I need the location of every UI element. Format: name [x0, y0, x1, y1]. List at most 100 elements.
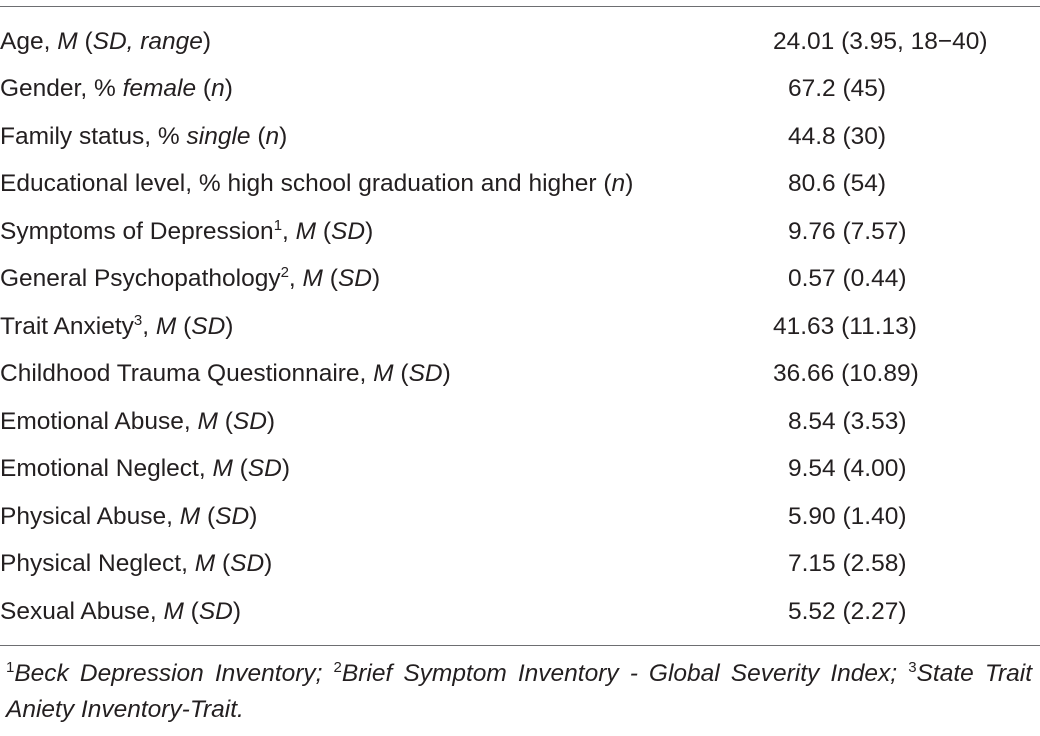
label-segment: )	[225, 312, 234, 340]
footnote: 2Brief Symptom Inventory - Global Severi…	[334, 660, 898, 687]
label-segment: n	[265, 122, 280, 150]
label-segment: )	[365, 217, 374, 245]
row-label: Physical Abuse, M (SD)	[0, 493, 770, 541]
sample-characteristics-table: Age, M (SD, range) 24.01 (3.95, 18−40) Gen…	[0, 18, 1040, 636]
table-row: Sexual Abuse, M (SD) 5.52 (2.27)	[0, 588, 1040, 636]
label-segment: Emotional Neglect,	[0, 455, 213, 482]
label-segment: (	[250, 122, 266, 150]
table-top-rule	[0, 6, 1040, 7]
table-row: Emotional Neglect, M (SD) 9.54 (4.00)	[0, 446, 1040, 494]
table-row: Family status, % single (n) 44.8 (30)	[0, 113, 1040, 161]
row-value: 80.6 (54)	[788, 170, 887, 197]
table-row: Physical Abuse, M (SD) 5.90 (1.40)	[0, 493, 1040, 541]
label-segment: )	[202, 27, 212, 55]
label-segment: )	[266, 407, 276, 435]
table-row: Educational level, % high school graduat…	[0, 161, 1040, 209]
label-segment: )	[264, 550, 273, 577]
footnote-marker: 2	[333, 659, 342, 676]
row-value-cell: 67.2 (45)	[770, 66, 1040, 114]
table-bottom-rule	[0, 645, 1040, 646]
label-segment: Gender, %	[0, 75, 123, 102]
row-value-cell: 41.63 (11.13)	[770, 303, 1040, 351]
table-body: Age, M (SD, range) 24.01 (3.95, 18−40) Gen…	[0, 18, 1040, 636]
row-value: 24.01 (3.95, 18−40)	[773, 27, 988, 55]
row-label: Physical Neglect, M (SD)	[0, 541, 770, 589]
label-segment: 3	[133, 311, 143, 329]
label-segment: M	[163, 597, 184, 625]
label-segment: Physical Abuse,	[0, 502, 180, 530]
label-segment: (	[200, 502, 216, 530]
row-label: Age, M (SD, range)	[0, 18, 770, 66]
footnote-marker: 1	[6, 659, 15, 676]
label-segment: M	[295, 217, 317, 245]
row-value-cell: 9.76 (7.57)	[770, 208, 1040, 256]
row-value-cell: 7.15 (2.58)	[770, 541, 1040, 589]
row-value: 8.54 (3.53)	[788, 407, 907, 435]
row-value: 36.66 (10.89)	[773, 360, 919, 387]
row-value: 7.15 (2.58)	[788, 550, 907, 577]
row-value: 5.90 (1.40)	[788, 502, 907, 530]
label-segment: M	[212, 455, 233, 482]
footnote-text: State Trait Aniety Inventory-Trait.	[6, 660, 1033, 723]
label-segment: SD, range	[92, 27, 203, 55]
label-segment: M	[302, 265, 323, 292]
label-segment: (	[77, 27, 93, 55]
label-segment: M	[179, 502, 201, 530]
label-segment: SD	[230, 550, 265, 577]
label-segment: (	[322, 265, 338, 292]
label-segment: Trait Anxiety	[0, 312, 134, 340]
row-value: 41.63 (11.13)	[773, 312, 917, 340]
table-row: Symptoms of Depression1, M (SD) 9.76 (7.5…	[0, 208, 1040, 256]
row-label: Educational level, % high school graduat…	[0, 161, 770, 209]
label-segment: Educational level, % high school graduat…	[0, 170, 612, 197]
table-row: General Psychopathology2, M (SD) 0.57 (0.…	[0, 256, 1040, 304]
label-segment: SD	[408, 360, 443, 387]
row-label: Emotional Abuse, M (SD)	[0, 398, 770, 446]
row-value-cell: 5.52 (2.27)	[770, 588, 1040, 636]
row-label: Sexual Abuse, M (SD)	[0, 588, 770, 636]
row-label: Trait Anxiety3, M (SD)	[0, 303, 770, 351]
label-segment: M	[373, 360, 394, 387]
label-segment: SD	[247, 455, 282, 482]
label-segment: (	[183, 597, 199, 625]
label-segment: (	[215, 550, 231, 577]
row-value: 44.8 (30)	[788, 122, 887, 150]
label-segment: SD	[337, 265, 372, 292]
label-segment: Age,	[0, 27, 58, 55]
label-segment: M	[194, 550, 216, 577]
footnote: 1Beck Depression Inventory;	[6, 660, 322, 687]
row-label: Family status, % single (n)	[0, 113, 770, 161]
label-segment: single	[186, 122, 251, 150]
label-segment: Physical Neglect,	[0, 550, 195, 577]
label-segment: )	[224, 75, 233, 102]
label-segment: )	[279, 122, 288, 150]
label-segment: SD	[191, 312, 226, 340]
table-footnotes: 1Beck Depression Inventory; 2Brief Sympt…	[6, 656, 1032, 728]
label-segment: (	[232, 455, 248, 482]
label-segment: (	[217, 407, 233, 435]
row-label: General Psychopathology2, M (SD)	[0, 256, 770, 304]
label-segment: )	[281, 455, 291, 482]
label-segment: (	[176, 312, 192, 340]
table-row: Physical Neglect, M (SD) 7.15 (2.58)	[0, 541, 1040, 589]
label-segment: n	[211, 75, 225, 102]
label-segment: M	[155, 312, 177, 340]
footnote-text: Brief Symptom Inventory - Global Severit…	[341, 660, 898, 687]
row-value: 9.54 (4.00)	[788, 455, 907, 482]
label-segment: M	[57, 27, 78, 55]
label-segment: M	[197, 407, 218, 435]
label-segment: General Psychopathology	[0, 265, 281, 292]
label-segment: )	[232, 597, 242, 625]
label-segment: female	[122, 75, 197, 102]
footnote-marker: 3	[908, 659, 917, 676]
row-value: 9.76 (7.57)	[788, 217, 907, 245]
table-row: Gender, % female (n) 67.2 (45)	[0, 66, 1040, 114]
label-segment: )	[371, 265, 381, 292]
label-segment: SD	[215, 502, 250, 530]
label-segment: ,	[282, 217, 296, 245]
row-label: Emotional Neglect, M (SD)	[0, 446, 770, 494]
table-row: Emotional Abuse, M (SD) 8.54 (3.53)	[0, 398, 1040, 446]
row-label: Gender, % female (n)	[0, 66, 770, 114]
label-segment: n	[611, 170, 626, 197]
label-segment: )	[442, 360, 451, 387]
